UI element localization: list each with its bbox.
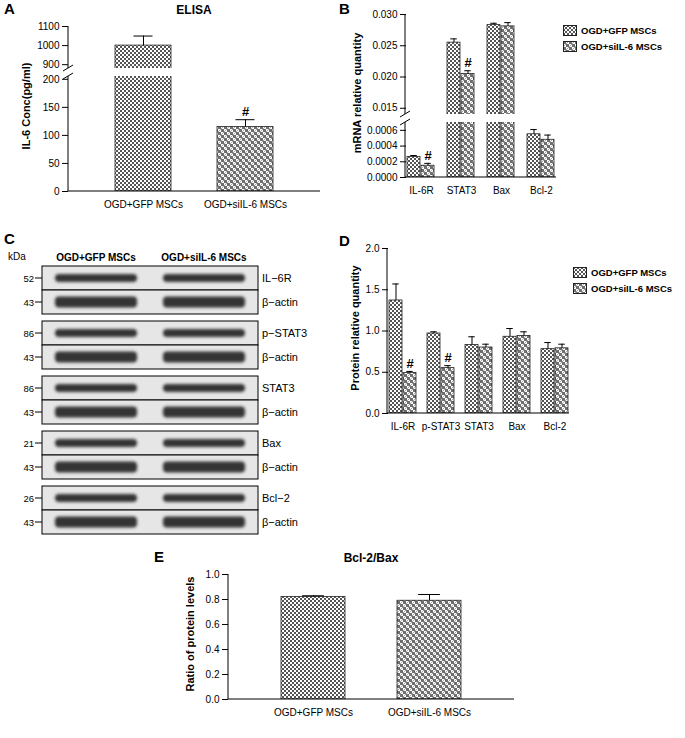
- svg-text:0.2: 0.2: [206, 669, 220, 680]
- svg-text:OGD+GFP MSCs: OGD+GFP MSCs: [274, 707, 353, 718]
- svg-text:OGD+GFP MSCs: OGD+GFP MSCs: [56, 252, 136, 263]
- svg-text:0.0000: 0.0000: [367, 172, 398, 183]
- svg-text:1.5: 1.5: [366, 284, 380, 295]
- svg-text:STAT3: STAT3: [262, 382, 295, 394]
- svg-text:β−actin: β−actin: [262, 461, 298, 473]
- svg-text:2.0: 2.0: [366, 243, 380, 254]
- svg-text:52: 52: [23, 273, 34, 284]
- svg-text:1100: 1100: [38, 21, 60, 32]
- svg-text:50: 50: [48, 158, 60, 169]
- svg-text:Bcl-2: Bcl-2: [544, 421, 567, 432]
- html-text:OGD+GFP MSCs: OGD+GFP MSCs: [591, 267, 667, 278]
- svg-text:21: 21: [23, 438, 34, 449]
- svg-text:0.015: 0.015: [372, 102, 397, 113]
- svg-text:200: 200: [43, 74, 60, 85]
- svg-text:43: 43: [23, 407, 34, 418]
- html-text:OGD+siIL-6 MSCs: OGD+siIL-6 MSCs: [581, 41, 662, 52]
- svg-text:Bcl-2: Bcl-2: [530, 185, 553, 196]
- html-text:mRNA relative quantity: mRNA relative quantity: [351, 32, 363, 153]
- html-text:Bcl-2/Bax: Bcl-2/Bax: [343, 551, 399, 565]
- html-text:A: A: [4, 0, 15, 17]
- svg-text:IL−6R: IL−6R: [262, 272, 292, 284]
- svg-text:26: 26: [23, 493, 34, 504]
- svg-text:IL-6R: IL-6R: [409, 185, 433, 196]
- html-text:OGD+siIL-6 MSCs: OGD+siIL-6 MSCs: [591, 283, 672, 294]
- svg-text:Bax: Bax: [493, 185, 510, 196]
- svg-text:STAT3: STAT3: [464, 421, 494, 432]
- svg-text:43: 43: [23, 297, 34, 308]
- svg-text:#: #: [464, 55, 472, 70]
- svg-text:86: 86: [23, 328, 34, 339]
- svg-text:OGD+siIL-6 MSCs: OGD+siIL-6 MSCs: [388, 707, 471, 718]
- svg-text:#: #: [444, 350, 452, 365]
- svg-text:1.0: 1.0: [366, 325, 380, 336]
- svg-text:0.0004: 0.0004: [367, 140, 398, 151]
- svg-text:0.020: 0.020: [372, 71, 397, 82]
- html-text:D: D: [339, 232, 350, 249]
- svg-text:0.0: 0.0: [206, 694, 220, 705]
- svg-text:150: 150: [43, 102, 60, 113]
- svg-text:0.0: 0.0: [366, 408, 380, 419]
- svg-text:0.4: 0.4: [206, 644, 220, 655]
- svg-text:0.0002: 0.0002: [367, 156, 398, 167]
- svg-text:86: 86: [23, 383, 34, 394]
- svg-text:1.0: 1.0: [206, 569, 220, 580]
- html-text:E: E: [154, 548, 164, 565]
- svg-text:43: 43: [23, 517, 34, 528]
- svg-text:p−STAT3: p−STAT3: [262, 327, 307, 339]
- svg-text:0.8: 0.8: [206, 594, 220, 605]
- svg-text:OGD+GFP MSCs: OGD+GFP MSCs: [104, 199, 183, 210]
- svg-text:β−actin: β−actin: [262, 351, 298, 363]
- html-text:IL-6 Conc(pg/ml): IL-6 Conc(pg/ml): [20, 62, 32, 149]
- svg-text:#: #: [406, 356, 414, 371]
- svg-text:#: #: [424, 148, 432, 163]
- svg-text:β−actin: β−actin: [262, 516, 298, 528]
- svg-text:100: 100: [43, 130, 60, 141]
- svg-text:0: 0: [54, 186, 60, 197]
- svg-text:Bcl−2: Bcl−2: [262, 492, 290, 504]
- html-text:B: B: [339, 0, 350, 17]
- svg-text:IL-6R: IL-6R: [391, 421, 415, 432]
- svg-text:0.025: 0.025: [372, 40, 397, 51]
- svg-text:kDa: kDa: [8, 251, 26, 262]
- svg-text:#: #: [242, 104, 250, 119]
- svg-text:OGD+siIL-6 MSCs: OGD+siIL-6 MSCs: [204, 199, 287, 210]
- svg-text:STAT3: STAT3: [447, 185, 477, 196]
- svg-text:0.6: 0.6: [206, 619, 220, 630]
- svg-text:Bax: Bax: [508, 421, 525, 432]
- svg-text:1000: 1000: [37, 40, 60, 51]
- svg-text:OGD+siIL-6 MSCs: OGD+siIL-6 MSCs: [161, 252, 247, 263]
- svg-text:43: 43: [23, 352, 34, 363]
- html-text:ELISA: ELISA: [176, 3, 212, 17]
- svg-text:Bax: Bax: [262, 437, 281, 449]
- html-text:OGD+GFP MSCs: OGD+GFP MSCs: [581, 25, 657, 36]
- svg-text:0.5: 0.5: [366, 366, 380, 377]
- svg-text:β−actin: β−actin: [262, 296, 298, 308]
- svg-text:β−actin: β−actin: [262, 406, 298, 418]
- svg-text:0.0006: 0.0006: [367, 125, 398, 136]
- html-text:Protein relative quantity: Protein relative quantity: [349, 264, 361, 391]
- svg-text:43: 43: [23, 462, 34, 473]
- svg-text:C: C: [4, 230, 15, 247]
- svg-text:0.030: 0.030: [372, 9, 397, 20]
- svg-text:p-STAT3: p-STAT3: [422, 421, 461, 432]
- svg-text:900: 900: [43, 59, 60, 70]
- html-text:Ratio of protein levels: Ratio of protein levels: [184, 576, 196, 691]
